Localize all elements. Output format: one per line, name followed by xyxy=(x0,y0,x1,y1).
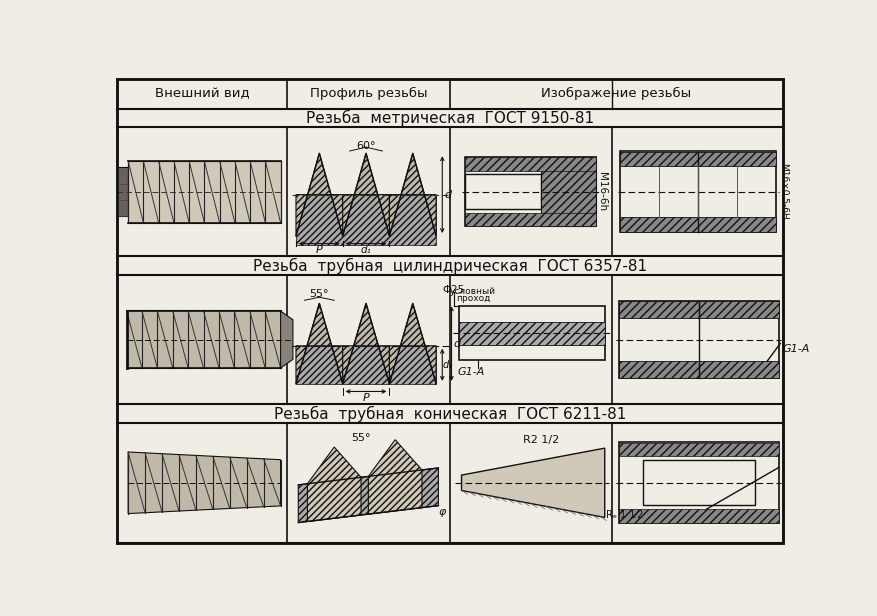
Bar xyxy=(618,361,778,378)
Text: проход: проход xyxy=(455,294,489,303)
Bar xyxy=(296,195,436,245)
Text: P: P xyxy=(316,245,323,255)
Polygon shape xyxy=(389,303,436,384)
Polygon shape xyxy=(342,303,389,384)
Polygon shape xyxy=(368,440,422,514)
Text: Резьба  трубная  коническая  ГОСТ 6211-81: Резьба трубная коническая ГОСТ 6211-81 xyxy=(274,405,625,421)
Text: d₁: d₁ xyxy=(360,245,371,255)
Text: G1-A: G1-A xyxy=(781,344,809,354)
Polygon shape xyxy=(298,468,438,522)
Polygon shape xyxy=(389,153,436,236)
Text: Профиль резьбы: Профиль резьбы xyxy=(310,87,426,100)
Bar xyxy=(465,157,595,171)
Text: P: P xyxy=(362,392,369,403)
Text: М16×0,5-6H: М16×0,5-6H xyxy=(778,163,787,220)
Bar xyxy=(459,322,604,345)
Bar xyxy=(465,213,595,226)
Text: d: d xyxy=(453,339,460,349)
Bar xyxy=(618,301,778,378)
Text: Rₑ 1 1⁄2: Rₑ 1 1⁄2 xyxy=(605,510,643,520)
Bar xyxy=(619,217,775,232)
Bar xyxy=(126,310,281,368)
Text: условный: условный xyxy=(450,286,496,296)
Bar xyxy=(540,157,595,226)
Text: R2 1/2: R2 1/2 xyxy=(522,435,559,445)
Polygon shape xyxy=(342,153,389,236)
Bar xyxy=(642,460,754,505)
Bar xyxy=(618,443,778,456)
Bar xyxy=(619,151,775,232)
Bar xyxy=(459,306,604,360)
Text: Резьба  метрическая  ГОСТ 9150-81: Резьба метрическая ГОСТ 9150-81 xyxy=(305,110,594,126)
Bar xyxy=(465,157,595,226)
Bar xyxy=(618,301,778,318)
Bar xyxy=(465,174,540,209)
Text: d₁: d₁ xyxy=(442,360,453,370)
Polygon shape xyxy=(296,153,342,236)
Bar xyxy=(128,161,281,222)
Text: Ф25: Ф25 xyxy=(442,285,465,294)
Text: φ: φ xyxy=(438,507,446,517)
Polygon shape xyxy=(461,448,604,517)
Text: G1-A: G1-A xyxy=(457,367,484,377)
Bar xyxy=(118,167,128,216)
Polygon shape xyxy=(128,452,281,514)
Bar xyxy=(619,152,775,166)
Text: Внешний вид: Внешний вид xyxy=(154,87,249,100)
Text: 55°: 55° xyxy=(351,434,371,444)
Polygon shape xyxy=(281,311,293,368)
Text: М16-6h: М16-6h xyxy=(596,172,606,211)
Text: 60°: 60° xyxy=(356,140,375,150)
Text: 55°: 55° xyxy=(310,289,329,299)
Bar xyxy=(618,442,778,523)
Polygon shape xyxy=(307,447,360,522)
Bar xyxy=(618,509,778,523)
Text: d: d xyxy=(444,190,451,200)
Text: Резьба  трубная  цилиндрическая  ГОСТ 6357-81: Резьба трубная цилиндрическая ГОСТ 6357-… xyxy=(253,257,646,274)
Text: Изображение резьбы: Изображение резьбы xyxy=(540,87,690,100)
Bar xyxy=(296,346,436,384)
Polygon shape xyxy=(296,303,342,384)
